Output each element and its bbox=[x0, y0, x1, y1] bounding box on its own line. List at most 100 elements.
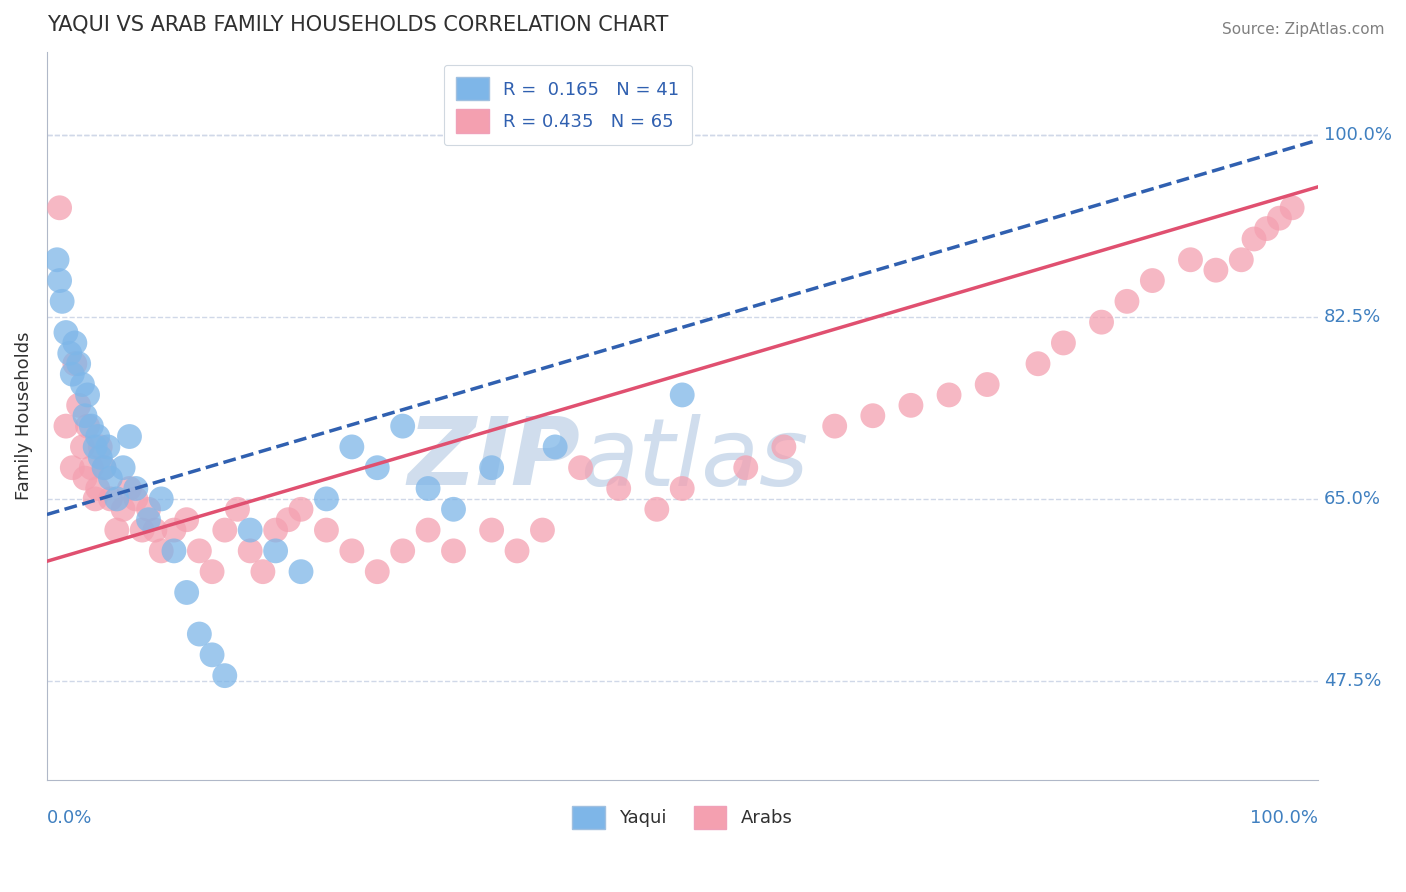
Point bbox=[188, 627, 211, 641]
Point bbox=[163, 523, 186, 537]
Point bbox=[138, 513, 160, 527]
Legend: Yaqui, Arabs: Yaqui, Arabs bbox=[565, 798, 800, 836]
Point bbox=[239, 523, 262, 537]
Point bbox=[105, 523, 128, 537]
Point bbox=[118, 482, 141, 496]
Point bbox=[290, 565, 312, 579]
Point bbox=[1256, 221, 1278, 235]
Point bbox=[112, 460, 135, 475]
Point bbox=[150, 544, 173, 558]
Point bbox=[416, 523, 439, 537]
Point bbox=[89, 450, 111, 465]
Point bbox=[105, 491, 128, 506]
Point bbox=[63, 335, 86, 350]
Point bbox=[1090, 315, 1112, 329]
Point bbox=[1230, 252, 1253, 267]
Y-axis label: Family Households: Family Households bbox=[15, 332, 32, 500]
Point bbox=[73, 409, 96, 423]
Point bbox=[76, 419, 98, 434]
Point bbox=[671, 388, 693, 402]
Point bbox=[55, 326, 77, 340]
Text: YAQUI VS ARAB FAMILY HOUSEHOLDS CORRELATION CHART: YAQUI VS ARAB FAMILY HOUSEHOLDS CORRELAT… bbox=[46, 15, 668, 35]
Point bbox=[163, 544, 186, 558]
Point bbox=[366, 460, 388, 475]
Point bbox=[226, 502, 249, 516]
Point bbox=[60, 460, 83, 475]
Point bbox=[63, 357, 86, 371]
Point bbox=[125, 482, 148, 496]
Point bbox=[48, 274, 70, 288]
Point bbox=[900, 398, 922, 412]
Point bbox=[976, 377, 998, 392]
Point bbox=[1142, 274, 1164, 288]
Point bbox=[100, 471, 122, 485]
Point bbox=[1205, 263, 1227, 277]
Point bbox=[84, 440, 107, 454]
Point bbox=[1026, 357, 1049, 371]
Point bbox=[1281, 201, 1303, 215]
Point bbox=[201, 565, 224, 579]
Point bbox=[86, 429, 108, 443]
Point bbox=[93, 460, 115, 475]
Point bbox=[80, 460, 103, 475]
Text: 100.0%: 100.0% bbox=[1324, 126, 1392, 144]
Point bbox=[506, 544, 529, 558]
Text: ZIP: ZIP bbox=[408, 413, 581, 506]
Point bbox=[366, 565, 388, 579]
Point bbox=[150, 491, 173, 506]
Point bbox=[143, 523, 166, 537]
Point bbox=[290, 502, 312, 516]
Point bbox=[76, 388, 98, 402]
Point bbox=[824, 419, 846, 434]
Point bbox=[531, 523, 554, 537]
Point bbox=[239, 544, 262, 558]
Point bbox=[264, 544, 287, 558]
Point bbox=[48, 201, 70, 215]
Point bbox=[214, 668, 236, 682]
Point bbox=[51, 294, 73, 309]
Text: atlas: atlas bbox=[581, 414, 808, 505]
Point bbox=[481, 460, 503, 475]
Point bbox=[138, 502, 160, 516]
Point bbox=[252, 565, 274, 579]
Point bbox=[60, 367, 83, 381]
Point bbox=[443, 502, 465, 516]
Point bbox=[201, 648, 224, 662]
Point bbox=[176, 513, 198, 527]
Point bbox=[188, 544, 211, 558]
Point bbox=[86, 482, 108, 496]
Point bbox=[100, 491, 122, 506]
Point bbox=[277, 513, 299, 527]
Point bbox=[89, 440, 111, 454]
Point bbox=[176, 585, 198, 599]
Point bbox=[1268, 211, 1291, 226]
Point bbox=[340, 440, 363, 454]
Point bbox=[214, 523, 236, 537]
Point bbox=[59, 346, 82, 360]
Point bbox=[97, 440, 120, 454]
Point bbox=[544, 440, 567, 454]
Point bbox=[46, 252, 69, 267]
Point bbox=[734, 460, 756, 475]
Point bbox=[73, 471, 96, 485]
Point bbox=[569, 460, 592, 475]
Point bbox=[315, 491, 337, 506]
Text: 100.0%: 100.0% bbox=[1250, 809, 1317, 827]
Point bbox=[340, 544, 363, 558]
Point bbox=[125, 491, 148, 506]
Point bbox=[93, 460, 115, 475]
Point bbox=[416, 482, 439, 496]
Point bbox=[112, 502, 135, 516]
Point bbox=[72, 440, 94, 454]
Point bbox=[1116, 294, 1139, 309]
Point bbox=[443, 544, 465, 558]
Text: 0.0%: 0.0% bbox=[46, 809, 93, 827]
Point bbox=[645, 502, 668, 516]
Point bbox=[131, 523, 153, 537]
Point bbox=[67, 357, 90, 371]
Point bbox=[118, 429, 141, 443]
Point bbox=[938, 388, 960, 402]
Point bbox=[607, 482, 630, 496]
Point bbox=[55, 419, 77, 434]
Point bbox=[80, 419, 103, 434]
